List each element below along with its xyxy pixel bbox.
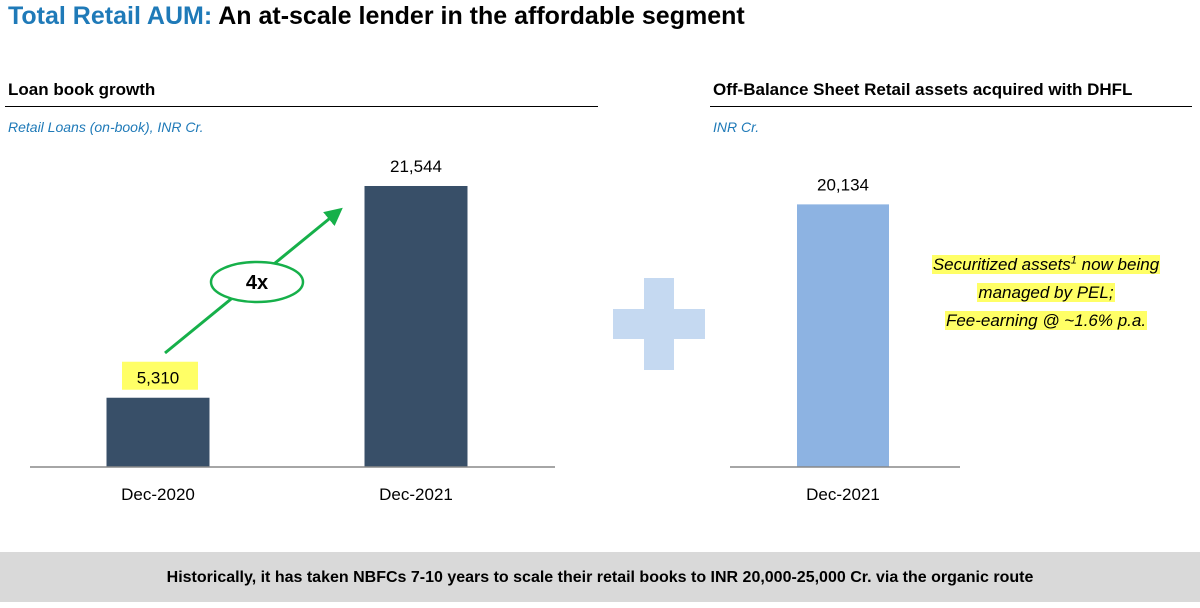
category-label-dec-2021: Dec-2021 [379,485,453,504]
left-bar-chart: 5,310 21,544 Dec-2020 Dec-2021 4x [30,157,555,504]
bar-dec-2021 [364,185,468,467]
left-panel-units: Retail Loans (on-book), INR Cr. [8,119,204,135]
right-bar-chart: 20,134 Dec-2021 [730,175,960,504]
bar-dec-2020 [106,397,210,467]
category-label-dec-2020: Dec-2020 [121,485,195,504]
multiplier-ellipse [209,260,305,304]
right-panel-units: INR Cr. [713,119,760,135]
plus-icon [613,278,705,370]
title-accent: Total Retail AUM: [8,2,213,30]
value-label-off-balance: 20,134 [817,175,869,194]
value-label-dec-2020: 5,310 [137,369,180,388]
value-label-dec-2021: 21,544 [390,157,442,176]
securitized-note: Securitized assets1 now being managed by… [918,246,1174,335]
footer-text: Historically, it has taken NBFCs 7-10 ye… [166,569,1034,586]
right-heading-rule [710,106,1192,107]
left-panel-heading: Loan book growth [8,80,156,99]
note-footnote-ref: 1 [1070,254,1077,266]
page-title: Total Retail AUM: An at-scale lender in … [8,2,745,31]
title-rest: An at-scale lender in the affordable seg… [212,2,745,30]
footer-banner: Historically, it has taken NBFCs 7-10 ye… [0,552,1200,602]
multiplier-label: 4x [246,272,268,294]
category-label-off-balance: Dec-2021 [806,485,880,504]
note-line1a: Securitized assets [932,254,1071,274]
bar-dec-2021-off-balance [797,204,889,467]
note-line3: Fee-earning @ ~1.6% p.a. [944,310,1148,330]
left-heading-rule [5,106,598,107]
value-highlight [122,361,198,390]
note-line1b: now being [1076,254,1160,274]
note-line2: managed by PEL; [977,282,1115,302]
right-panel-heading: Off-Balance Sheet Retail assets acquired… [713,80,1133,99]
